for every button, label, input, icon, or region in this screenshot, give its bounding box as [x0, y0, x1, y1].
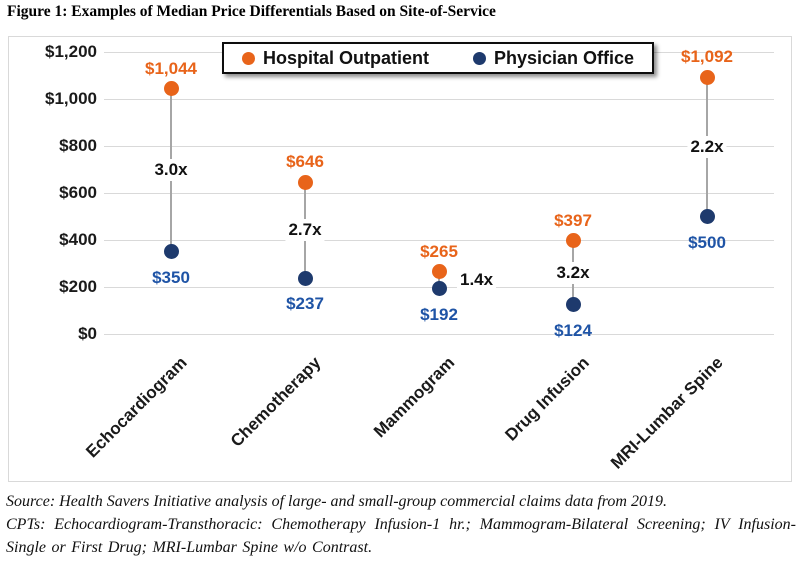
legend-label-hospital-outpatient: Hospital Outpatient [262, 47, 429, 68]
category-label: MRI-Lumbar Spine [606, 353, 727, 473]
category-label: Echocardiogram [82, 353, 191, 462]
ratio-label: 3.0x [151, 159, 191, 182]
ratio-label: 2.2x [687, 135, 727, 158]
ratio-label: 3.2x [553, 261, 593, 284]
hospital-outpatient-swatch-icon [241, 51, 255, 65]
ratio-label: 2.7x [285, 219, 325, 242]
hospital-outpatient-value-label: $1,092 [681, 47, 733, 67]
figure-title: Figure 1: Examples of Median Price Diffe… [7, 3, 496, 20]
category-label: Chemotherapy [226, 353, 325, 451]
physician-office-point [163, 244, 179, 260]
y-tick-label: $0 [78, 324, 97, 343]
y-tick-label: $400 [59, 230, 97, 249]
physician-office-value-label: $192 [420, 304, 458, 324]
physician-office-point [297, 270, 313, 286]
physician-office-value-label: $500 [688, 232, 726, 252]
category-label: Mammogram [370, 353, 459, 442]
gridline [104, 146, 774, 147]
physician-office-value-label: $350 [152, 267, 190, 287]
chart-figure: $0 $200 $400 $600 $800 $1,000 $1,200 3.0x $1,044… [8, 36, 792, 482]
hospital-outpatient-point [699, 69, 715, 85]
legend-item-hospital-outpatient: Hospital Outpatient [241, 47, 429, 69]
physician-office-value-label: $237 [286, 294, 324, 314]
ratio-label: 1.4x [457, 269, 497, 292]
y-tick-label: $1,000 [45, 89, 97, 108]
hospital-outpatient-value-label: $265 [420, 241, 458, 261]
physician-office-swatch-icon [472, 51, 486, 65]
physician-office-point [431, 281, 447, 297]
price-connector-line [438, 271, 440, 289]
y-tick-label: $200 [59, 277, 97, 296]
hospital-outpatient-point [431, 264, 447, 280]
y-tick-label: $600 [59, 183, 97, 202]
legend: Hospital Outpatient Physician Office [222, 42, 654, 74]
physician-office-point [699, 209, 715, 224]
gridline [104, 193, 774, 194]
hospital-outpatient-point [163, 81, 179, 97]
gridline [104, 334, 774, 335]
cpts-note: CPTs: Echocardiogram-Transthoracic: Chem… [6, 516, 796, 556]
category-label: Drug Infusion [500, 353, 593, 445]
source-note: Source: Health Savers Initiative analysi… [6, 493, 667, 510]
y-tick-label: $1,200 [45, 42, 97, 61]
footer: Source: Health Savers Initiative analysi… [6, 490, 796, 559]
y-tick-label: $800 [59, 136, 97, 155]
plot-area: $0 $200 $400 $600 $800 $1,000 $1,200 3.0x $1,044… [9, 37, 791, 481]
hospital-outpatient-point [565, 233, 581, 249]
hospital-outpatient-value-label: $646 [286, 152, 324, 172]
hospital-outpatient-value-label: $397 [554, 210, 592, 230]
gridline [104, 99, 774, 100]
physician-office-value-label: $124 [554, 320, 592, 340]
hospital-outpatient-point [297, 174, 313, 190]
hospital-outpatient-value-label: $1,044 [145, 58, 197, 78]
legend-label-physician-office: Physician Office [493, 47, 635, 68]
legend-item-physician-office: Physician Office [472, 47, 635, 69]
gridline [104, 240, 774, 241]
physician-office-point [565, 297, 581, 313]
